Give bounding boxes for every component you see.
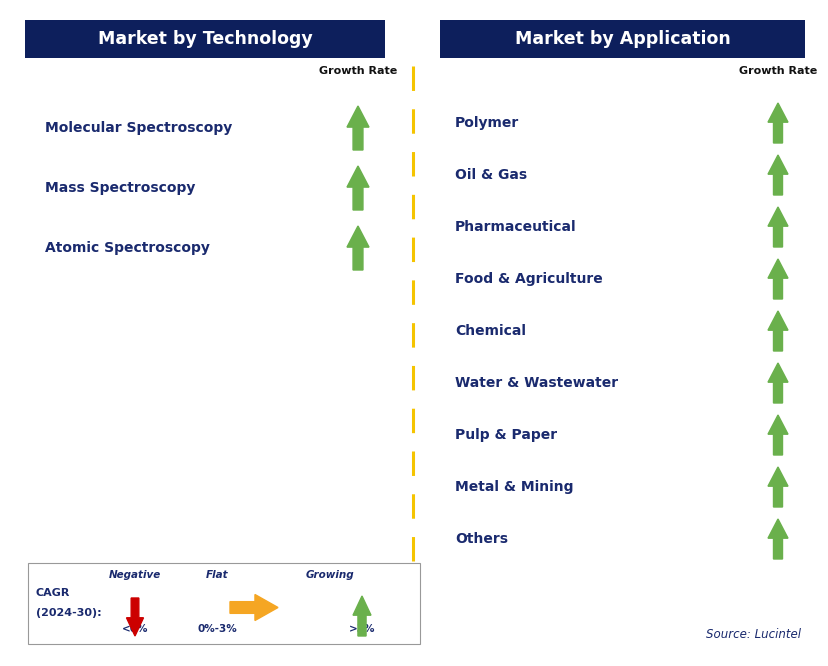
- Polygon shape: [347, 166, 368, 210]
- Polygon shape: [767, 415, 787, 455]
- Polygon shape: [347, 106, 368, 150]
- Text: Growth Rate: Growth Rate: [738, 66, 816, 76]
- Text: Mass Spectroscopy: Mass Spectroscopy: [45, 181, 195, 195]
- Text: Polymer: Polymer: [455, 116, 518, 130]
- Polygon shape: [767, 467, 787, 507]
- Polygon shape: [767, 207, 787, 247]
- Text: >3%: >3%: [349, 624, 375, 634]
- Text: (2024-30):: (2024-30):: [36, 609, 102, 619]
- Text: <0%: <0%: [122, 624, 148, 634]
- Text: Others: Others: [455, 532, 508, 546]
- FancyBboxPatch shape: [28, 563, 420, 644]
- Text: Flat: Flat: [205, 570, 228, 580]
- Text: Oil & Gas: Oil & Gas: [455, 168, 527, 182]
- Polygon shape: [767, 519, 787, 559]
- Text: 0%-3%: 0%-3%: [197, 624, 237, 634]
- Text: Market by Application: Market by Application: [514, 30, 729, 48]
- Text: Pharmaceutical: Pharmaceutical: [455, 220, 576, 234]
- Text: Pulp & Paper: Pulp & Paper: [455, 428, 556, 442]
- FancyBboxPatch shape: [25, 20, 384, 58]
- Polygon shape: [767, 155, 787, 195]
- Polygon shape: [767, 363, 787, 403]
- Text: Chemical: Chemical: [455, 324, 525, 338]
- Text: Water & Wastewater: Water & Wastewater: [455, 376, 618, 390]
- Text: CAGR: CAGR: [36, 589, 70, 599]
- Text: Source: Lucintel: Source: Lucintel: [705, 627, 800, 641]
- Polygon shape: [767, 259, 787, 299]
- Text: Food & Agriculture: Food & Agriculture: [455, 272, 602, 286]
- Polygon shape: [127, 598, 143, 636]
- Polygon shape: [347, 226, 368, 270]
- Polygon shape: [353, 596, 371, 636]
- Text: Molecular Spectroscopy: Molecular Spectroscopy: [45, 121, 232, 135]
- Text: Market by Technology: Market by Technology: [98, 30, 312, 48]
- Polygon shape: [767, 311, 787, 351]
- Text: Atomic Spectroscopy: Atomic Spectroscopy: [45, 241, 209, 255]
- Text: Negative: Negative: [108, 570, 161, 580]
- Polygon shape: [229, 595, 277, 621]
- Text: Growth Rate: Growth Rate: [319, 66, 397, 76]
- FancyBboxPatch shape: [440, 20, 804, 58]
- Polygon shape: [767, 103, 787, 143]
- Text: Metal & Mining: Metal & Mining: [455, 480, 573, 494]
- Text: Growing: Growing: [306, 570, 354, 580]
